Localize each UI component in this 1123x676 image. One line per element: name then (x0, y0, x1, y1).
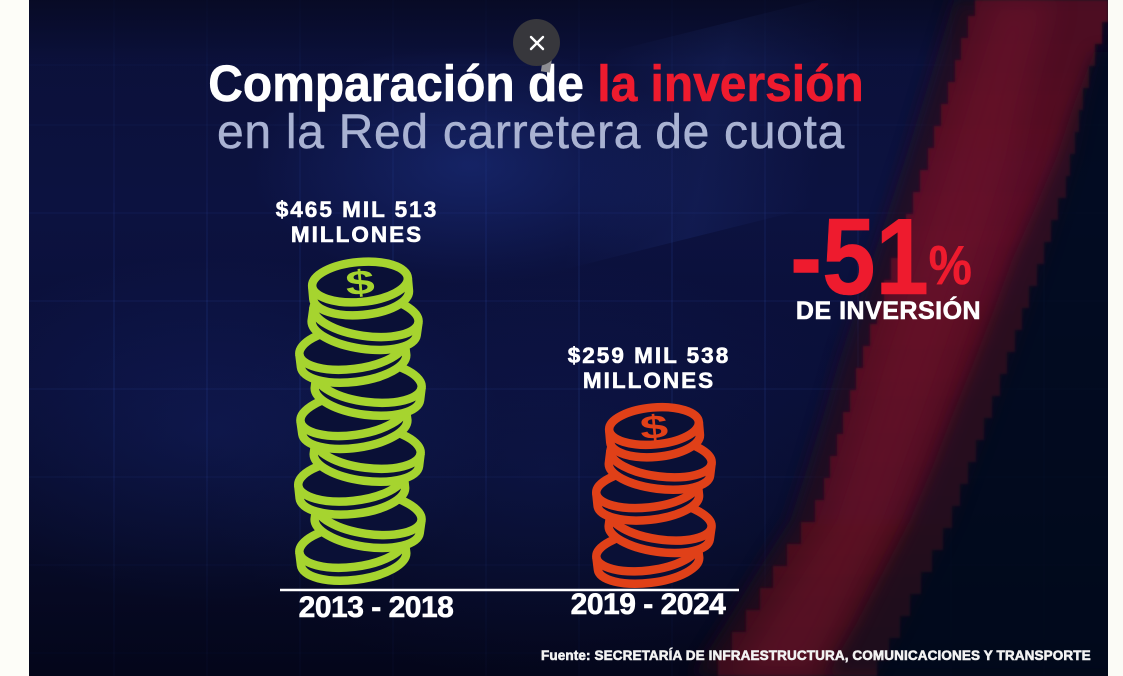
svg-text:$: $ (639, 408, 670, 447)
svg-text:$: $ (344, 263, 376, 304)
